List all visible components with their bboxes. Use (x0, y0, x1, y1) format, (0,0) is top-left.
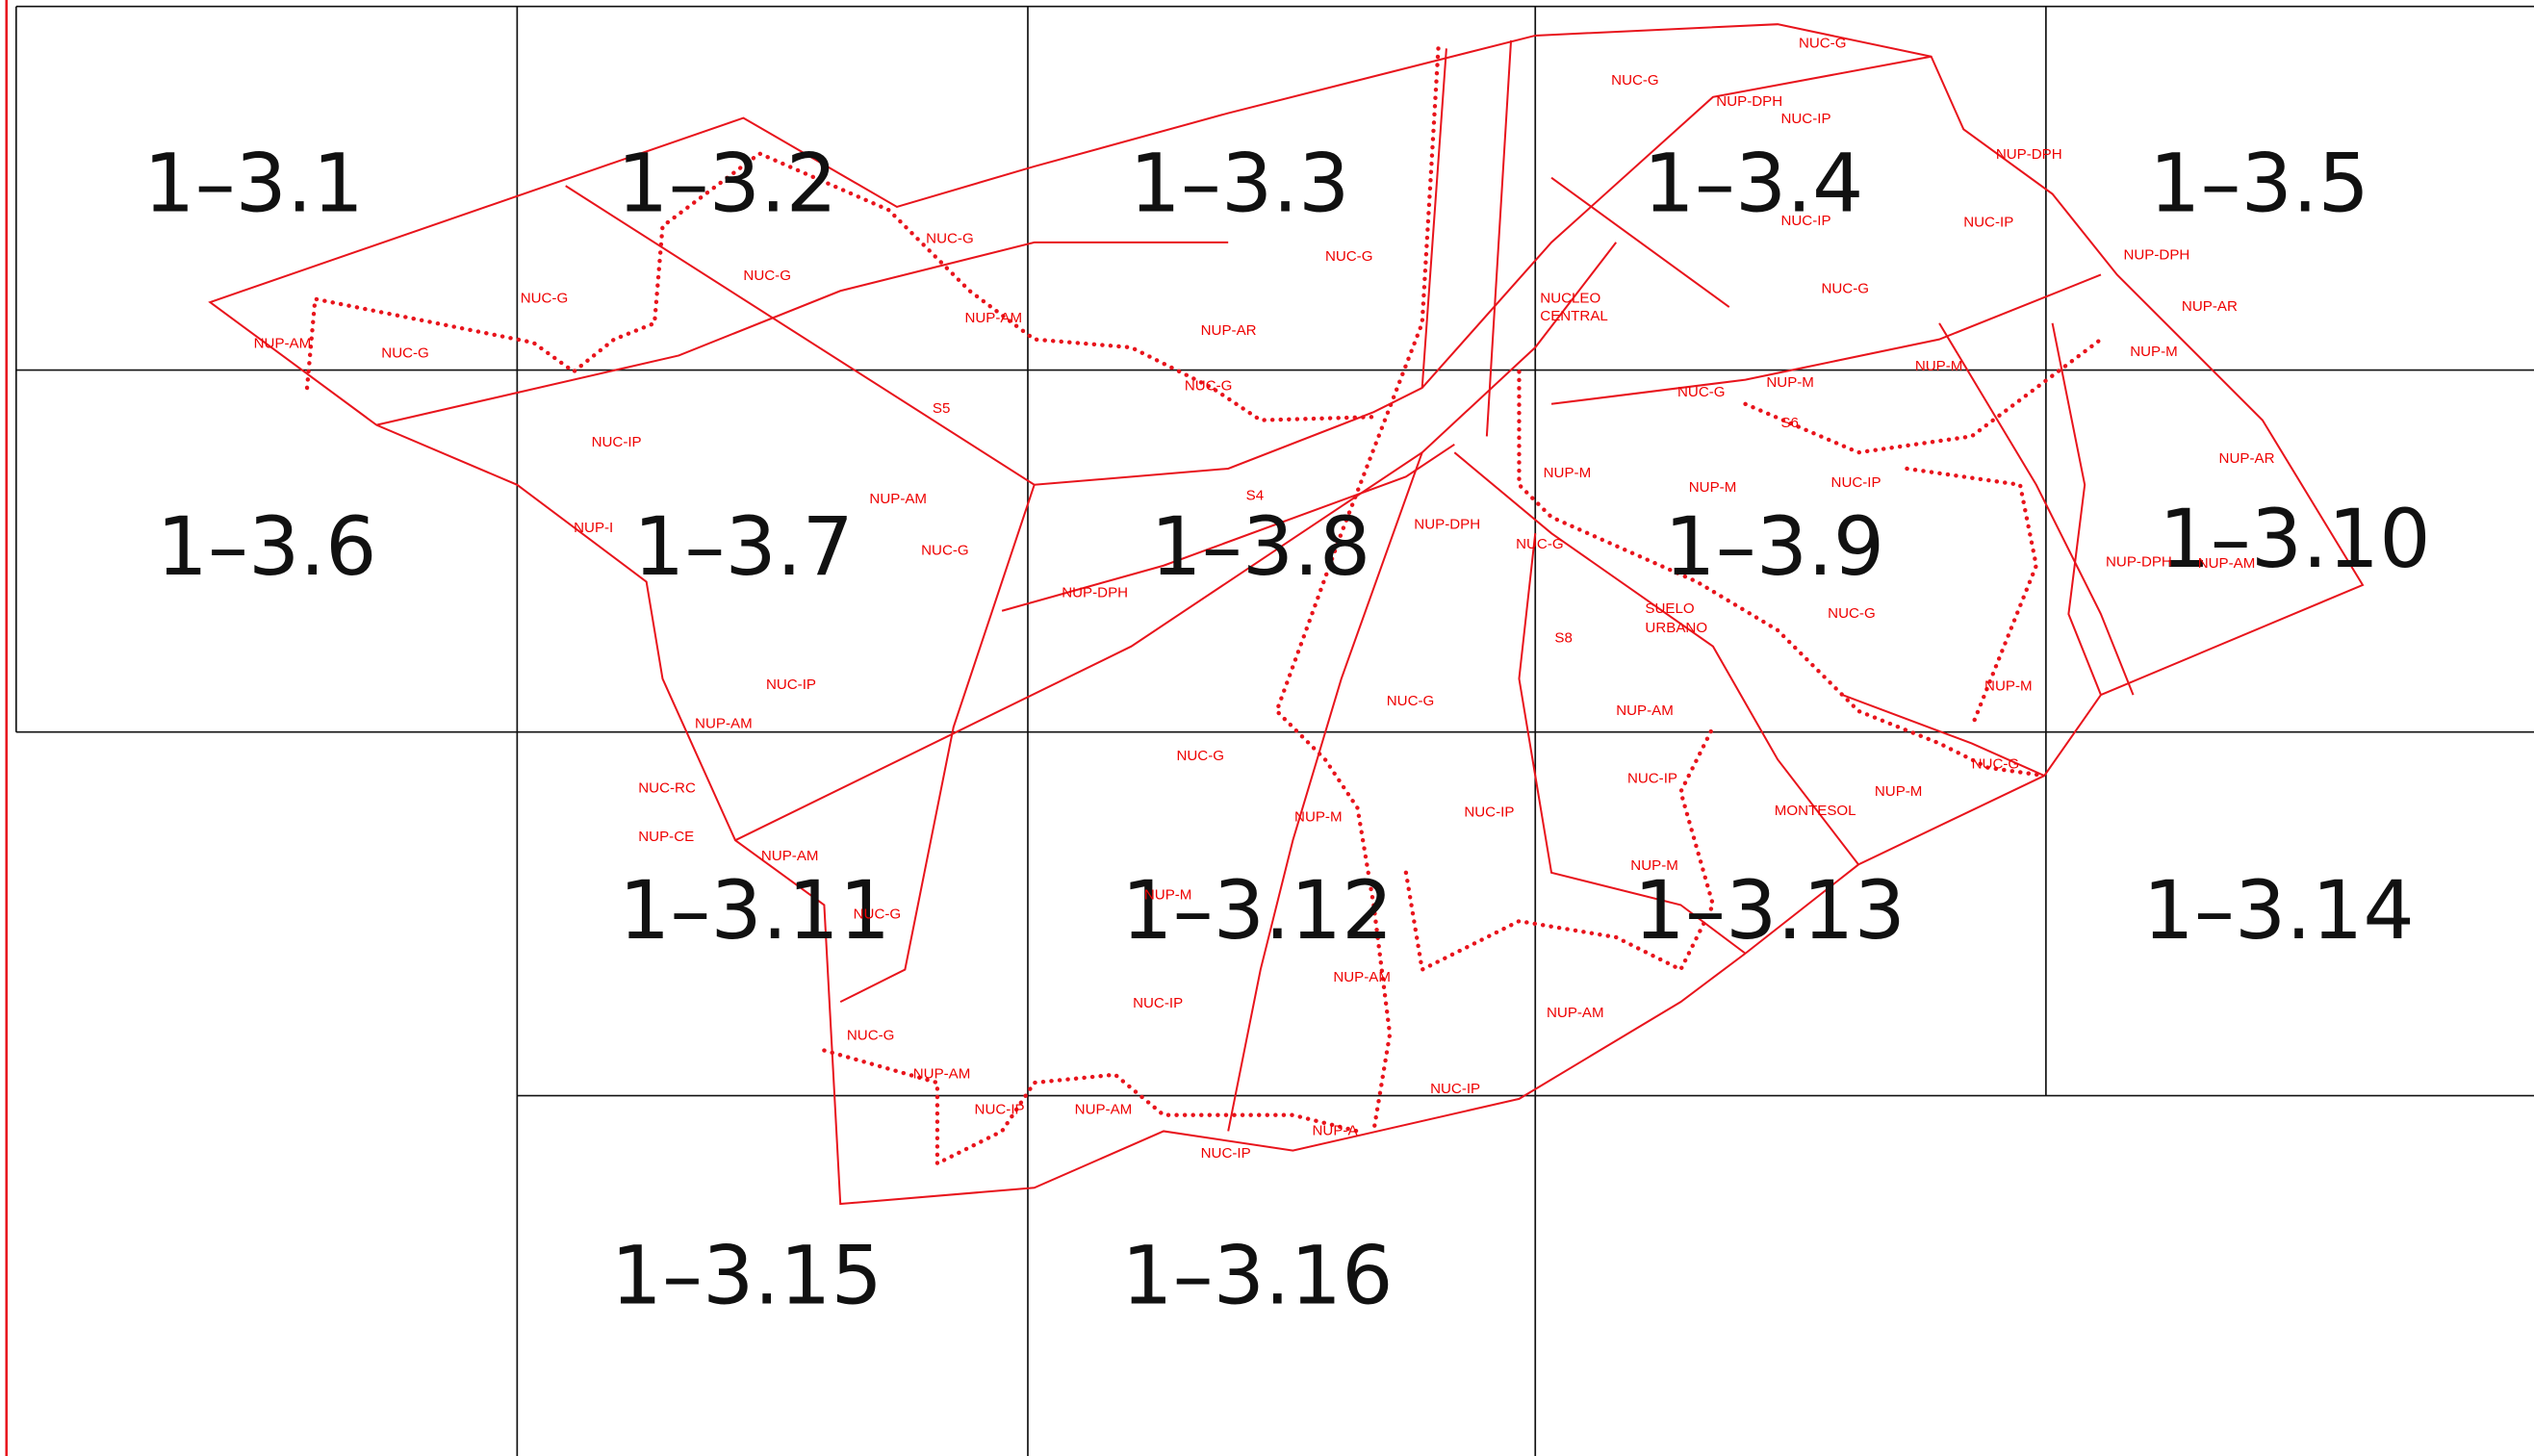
zone-label: NUC-IP (592, 434, 642, 450)
sheet-label: 1–3.3 (1130, 136, 1350, 230)
zone-label: NUP-AR (1201, 322, 1257, 339)
zone-label: NUC-G (926, 231, 974, 247)
sheet-label: 1–3.8 (1150, 499, 1370, 594)
zone-label: NUC-IP (1780, 111, 1830, 127)
sheet-label: 1–3.9 (1664, 499, 1884, 594)
zone-label: NUP-DPH (1716, 93, 1782, 110)
zone-label: NUC-G (847, 1027, 895, 1043)
zone-label: NUP-AR (2219, 450, 2275, 467)
labels: 1–3.1 1–3.2 1–3.3 1–3.4 1–3.5 1–3.6 1–3.7 1–3.8… (143, 35, 2430, 1322)
zone-label: NUP-AM (1075, 1102, 1133, 1118)
zone-label: NUP-DPH (1062, 584, 1128, 600)
zone-label: NUP-I (574, 520, 613, 536)
zone-label: S5 (933, 400, 950, 417)
zone-label: NUC-G (854, 906, 902, 922)
zone-label: NUP-AM (1547, 1005, 1604, 1021)
zone-label: NUP-M (1875, 783, 1923, 800)
zone-label: NUC-G (1972, 755, 2020, 772)
zone-label: NUP-DPH (1996, 146, 2062, 163)
zone-label: NUP-M (1915, 358, 1963, 374)
zone-label: NUC-G (1516, 536, 1564, 552)
zone-label: NUC-RC (638, 779, 696, 796)
zone-label: S6 (1780, 415, 1798, 431)
sheet-label: 1–3.11 (619, 863, 890, 958)
zone-label: CENTRAL (1540, 308, 1608, 324)
zone-label: MONTESOL (1775, 803, 1856, 819)
sheet-label: 1–3.7 (633, 499, 854, 594)
sheet-label: 1–3.2 (617, 136, 837, 230)
zone-label: NUP-AM (964, 310, 1022, 326)
zone-label: NUP-AM (869, 491, 927, 507)
zone-label: NUC-IP (1133, 995, 1183, 1011)
zone-label: NUC-IP (1963, 215, 2013, 231)
zone-label: NUP-AM (913, 1066, 971, 1083)
zone-label: NUP-M (2130, 344, 2178, 360)
sheet-label: 1–3.14 (2143, 863, 2415, 958)
zone-label: NUP-M (1766, 374, 1814, 391)
sheet-label: 1–3.6 (157, 499, 377, 594)
zone-label: NUP-DPH (2123, 246, 2189, 263)
zone-label: NUCLEO (1540, 291, 1600, 307)
zone-label: NUC-IP (1780, 213, 1830, 229)
zone-label: NUC-IP (975, 1102, 1025, 1118)
sheet-label: 1–3.16 (1121, 1229, 1393, 1323)
sheet-label: 1–3.1 (143, 136, 364, 230)
zone-label: NUC-IP (766, 677, 816, 693)
zone-label: NUP-M (1984, 678, 2033, 695)
zone-label: NUC-G (1828, 605, 1876, 622)
zone-label: NUC-G (521, 291, 569, 307)
zone-label: NUP-AM (1333, 969, 1391, 985)
zone-label: NUP-M (1544, 465, 1592, 481)
zone-label: S4 (1246, 488, 1264, 504)
zone-label: NUC-IP (1464, 805, 1514, 821)
zone-label: NUP-AM (2198, 555, 2256, 572)
zone-label: NUC-G (381, 345, 429, 362)
sheet-label: 1–3.15 (611, 1229, 883, 1323)
zone-label: NUP-M (1294, 809, 1343, 826)
zone-label: NUP-M (1689, 479, 1737, 496)
zone-label: NUC-G (1821, 281, 1869, 297)
zone-label: NUC-G (1176, 748, 1224, 764)
zone-label: SUELO (1645, 600, 1694, 617)
zone-label: NUP-AM (1616, 702, 1674, 719)
zone-label: NUC-IP (1201, 1145, 1251, 1162)
zone-label: NUP-DPH (1414, 517, 1480, 533)
sheet-label: 1–3.13 (1634, 863, 1906, 958)
zone-label: NUC-G (1611, 72, 1659, 89)
zone-label: NUC-G (743, 268, 791, 284)
zone-label: NUC-G (1387, 693, 1435, 709)
zone-label: NUC-G (1677, 384, 1726, 400)
zone-label: NUP-A (1313, 1122, 1359, 1138)
zone-label: S8 (1554, 629, 1572, 646)
zone-label: NUC-IP (1627, 770, 1677, 786)
zone-label: NUP-CE (638, 829, 694, 845)
zone-label: NUP-M (1144, 886, 1192, 903)
sheet-label: 1–3.12 (1121, 863, 1393, 958)
zone-boundaries (208, 23, 2365, 1206)
zone-label: NUP-AR (2182, 298, 2238, 315)
zone-label: NUC-G (1799, 35, 1847, 51)
sheet-label: 1–3.5 (2149, 136, 2369, 230)
zone-label: URBANO (1645, 620, 1707, 636)
sheet-label: 1–3.10 (2159, 492, 2430, 586)
zone-label: NUP-M (1630, 857, 1678, 874)
zone-label: NUP-AM (761, 848, 819, 864)
zone-label: NUC-IP (1430, 1081, 1480, 1097)
zone-label: NUC-G (921, 543, 969, 559)
zone-label: NUC-G (1325, 248, 1373, 265)
zone-label: NUC-IP (1831, 474, 1881, 491)
zone-label: NUP-DPH (2106, 553, 2172, 570)
sheet-label: 1–3.4 (1643, 136, 1863, 230)
zone-label: NUP-AM (695, 715, 753, 731)
zone-label: NUP-AM (254, 336, 312, 352)
zone-label: NUC-G (1185, 377, 1233, 394)
